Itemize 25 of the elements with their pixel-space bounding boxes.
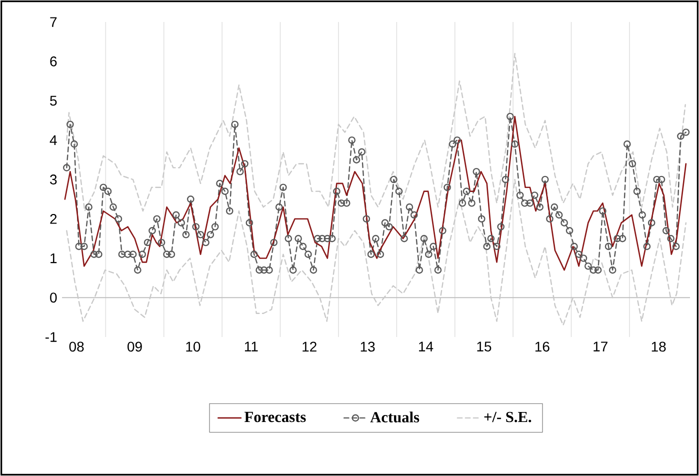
legend-label: Forecasts bbox=[244, 412, 306, 422]
x-tick-label: 14 bbox=[419, 342, 434, 352]
x-tick-label: 17 bbox=[594, 342, 608, 352]
legend-label: Actuals bbox=[370, 412, 420, 422]
y-tick-label: 0 bbox=[50, 292, 57, 303]
y-tick-label: 6 bbox=[50, 56, 57, 66]
legend-label: +/- S.E. bbox=[484, 412, 532, 422]
x-tick-label: 16 bbox=[535, 342, 550, 352]
line-series bbox=[66, 178, 687, 326]
x-tick-label: 10 bbox=[186, 342, 200, 352]
line-series bbox=[66, 52, 686, 212]
x-tick-label: 11 bbox=[244, 342, 258, 352]
y-tick-label: 1 bbox=[50, 253, 57, 264]
y-tick-label: 5 bbox=[50, 96, 57, 106]
x-tick-label: 15 bbox=[477, 342, 492, 352]
x-tick-label: 09 bbox=[128, 342, 142, 352]
y-tick-label: 2 bbox=[50, 214, 57, 224]
x-tick-label: 12 bbox=[302, 342, 316, 352]
x-tick-label: 18 bbox=[652, 342, 666, 352]
y-tick-label: 3 bbox=[50, 174, 57, 184]
y-tick-label: 7 bbox=[50, 17, 57, 27]
y-tick-label: -1 bbox=[45, 332, 57, 342]
y-tick-label: 4 bbox=[50, 135, 57, 145]
x-tick-label: 13 bbox=[360, 342, 375, 352]
x-tick-label: 08 bbox=[69, 342, 84, 352]
